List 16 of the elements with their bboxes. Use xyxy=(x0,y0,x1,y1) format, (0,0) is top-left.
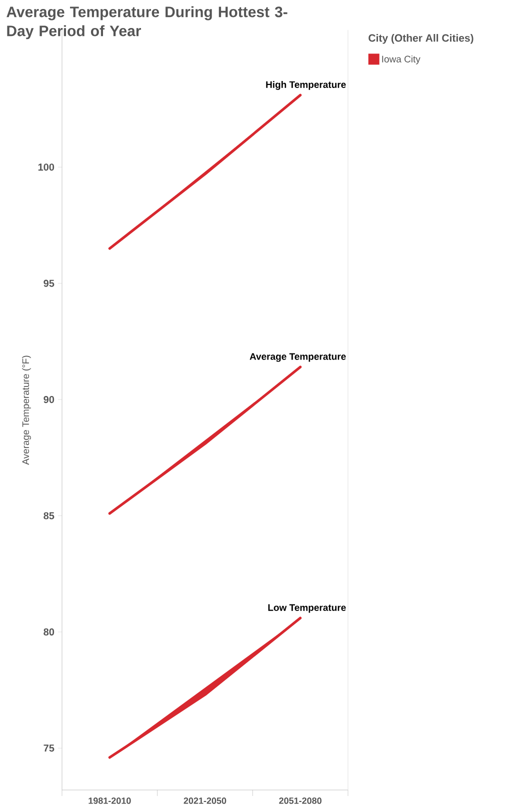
y-tick-label: 85 xyxy=(44,512,54,520)
y-tick-label: 75 xyxy=(44,744,54,752)
y-tick-label: 100 xyxy=(38,164,54,171)
annotation: Low Temperature xyxy=(268,604,346,613)
chart-title: Average Temperature During Hottest 3-Day Period of Year xyxy=(6,6,288,40)
legend-title: City (Other All Cities) xyxy=(368,34,474,44)
x-tick-label: 1981-2010 xyxy=(88,798,131,804)
x-tick-label: 2051-2080 xyxy=(279,798,322,804)
legend-label: Iowa City xyxy=(382,55,420,64)
y-tick-label: 90 xyxy=(44,396,54,404)
y-axis-title: Average Temperature (°F) xyxy=(22,356,31,465)
y-tick-label: 80 xyxy=(44,628,54,636)
x-tick-label: 2021-2050 xyxy=(184,798,226,804)
annotation: Average Temperature xyxy=(250,353,346,362)
y-tick-label: 95 xyxy=(44,280,54,287)
annotation: High Temperature xyxy=(266,80,346,90)
